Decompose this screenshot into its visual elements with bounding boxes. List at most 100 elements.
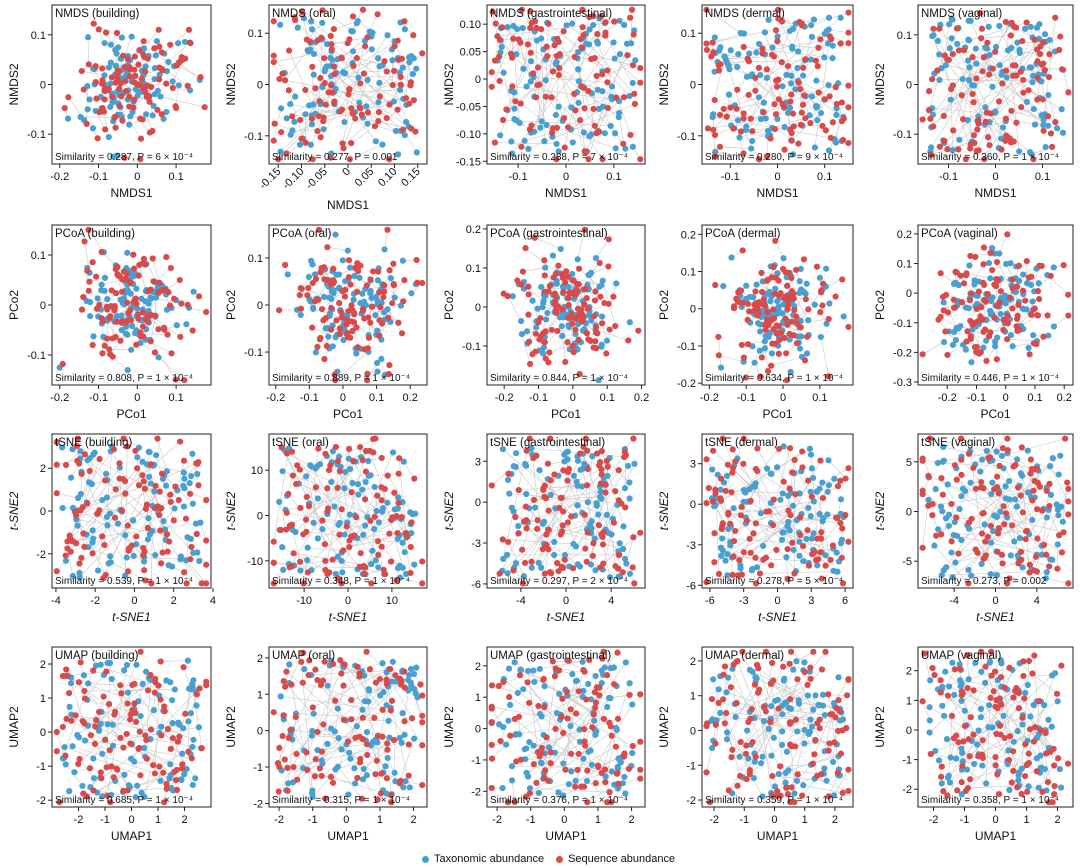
sequence-point xyxy=(919,351,926,358)
sequence-point xyxy=(590,313,598,320)
taxonomic-point xyxy=(521,137,528,144)
panel-title: NMDS (vaginal) xyxy=(921,8,1002,20)
pair-connector xyxy=(718,355,744,363)
pair-connector xyxy=(511,32,606,154)
sequence-point xyxy=(564,519,571,526)
taxonomic-point xyxy=(563,448,571,456)
sequence-point xyxy=(584,529,591,536)
sequence-point xyxy=(1004,336,1011,343)
sequence-point xyxy=(488,69,495,76)
sequence-point xyxy=(360,562,367,570)
taxonomic-point xyxy=(128,33,135,40)
sequence-point xyxy=(147,286,154,293)
sequence-point xyxy=(703,6,710,13)
sequence-point xyxy=(510,567,517,574)
taxonomic-point xyxy=(790,546,797,554)
sequence-point xyxy=(752,74,759,82)
pair-connector xyxy=(952,80,970,131)
sequence-point xyxy=(322,101,330,108)
taxonomic-point xyxy=(814,562,821,569)
pair-connector xyxy=(835,102,843,143)
pair-connector xyxy=(403,461,415,479)
sequence-point xyxy=(537,315,544,322)
taxonomic-point xyxy=(626,92,633,100)
sequence-point xyxy=(181,569,188,576)
panel-title: tSNE (gastrointestinal) xyxy=(490,437,605,449)
sequence-point xyxy=(374,492,381,499)
sequence-point xyxy=(919,116,926,123)
x-tick-label: -0.1 xyxy=(300,392,319,404)
pair-connector xyxy=(112,356,128,371)
sequence-point xyxy=(950,296,957,303)
sequence-point xyxy=(348,139,355,147)
y-tick-label: -2 xyxy=(36,549,46,561)
sequence-point xyxy=(703,500,710,507)
sequence-point xyxy=(715,570,723,577)
taxonomic-point xyxy=(196,557,203,565)
sequence-point xyxy=(83,120,90,127)
sequence-point xyxy=(180,457,188,464)
pair-connector xyxy=(524,132,553,142)
taxonomic-point xyxy=(320,126,327,133)
sequence-point xyxy=(555,568,562,575)
sequence-point xyxy=(554,559,561,567)
sequence-point xyxy=(343,321,350,328)
similarity-annotation: Similarity = 0.808, P = 1 × 10⁻⁴ xyxy=(55,373,193,384)
taxonomic-point xyxy=(768,470,775,477)
pair-connector xyxy=(106,485,156,518)
sequence-point xyxy=(703,578,710,586)
taxonomic-point xyxy=(959,75,966,83)
taxonomic-point xyxy=(561,458,568,465)
taxonomic-point xyxy=(145,515,152,522)
pair-connector xyxy=(764,54,775,105)
taxonomic-point xyxy=(989,294,996,301)
sequence-point xyxy=(193,530,200,538)
pair-connector xyxy=(553,511,564,543)
sequence-point xyxy=(751,301,758,308)
taxonomic-point xyxy=(1058,106,1065,113)
taxonomic-point xyxy=(1035,280,1042,287)
x-tick-label: -0.1 xyxy=(89,392,108,404)
x-tick-label: -0.15 xyxy=(257,166,283,192)
pair-connector xyxy=(535,97,553,137)
pair-connector xyxy=(284,50,308,81)
sequence-point xyxy=(545,526,552,534)
sequence-point xyxy=(131,53,138,60)
pair-connector xyxy=(562,465,629,569)
sequence-point xyxy=(756,570,764,577)
taxonomic-point xyxy=(971,82,978,89)
taxonomic-point xyxy=(130,552,137,559)
sequence-point xyxy=(66,532,73,539)
sequence-point xyxy=(1034,58,1041,65)
taxonomic-point xyxy=(992,43,1000,51)
sequence-point xyxy=(343,523,350,530)
taxonomic-point xyxy=(360,298,368,305)
sequence-point xyxy=(752,288,759,295)
sequence-point xyxy=(315,226,323,233)
panel-title: PCoA (building) xyxy=(55,228,135,240)
sequence-point xyxy=(1004,312,1011,320)
pair-connector xyxy=(587,484,606,503)
taxonomic-point xyxy=(144,536,152,543)
sequence-point xyxy=(614,565,622,572)
sequence-point xyxy=(525,338,533,345)
pair-connector xyxy=(319,463,371,522)
taxonomic-point xyxy=(407,509,414,516)
pair-connector xyxy=(953,530,1027,536)
taxonomic-point xyxy=(379,141,386,148)
sequence-point xyxy=(790,332,797,339)
taxonomic-point xyxy=(1042,144,1049,151)
sequence-point xyxy=(1040,333,1047,340)
pair-connector xyxy=(284,450,308,498)
sequence-point xyxy=(376,317,383,324)
pair-connector xyxy=(783,446,813,497)
sequence-point xyxy=(142,315,150,322)
sequence-point xyxy=(819,122,826,130)
taxonomic-point xyxy=(590,22,597,29)
sequence-point xyxy=(395,470,402,477)
pair-connector xyxy=(996,261,1020,303)
sequence-point xyxy=(598,13,605,20)
taxonomic-point xyxy=(620,21,628,29)
x-tick-label: -3 xyxy=(739,595,749,607)
